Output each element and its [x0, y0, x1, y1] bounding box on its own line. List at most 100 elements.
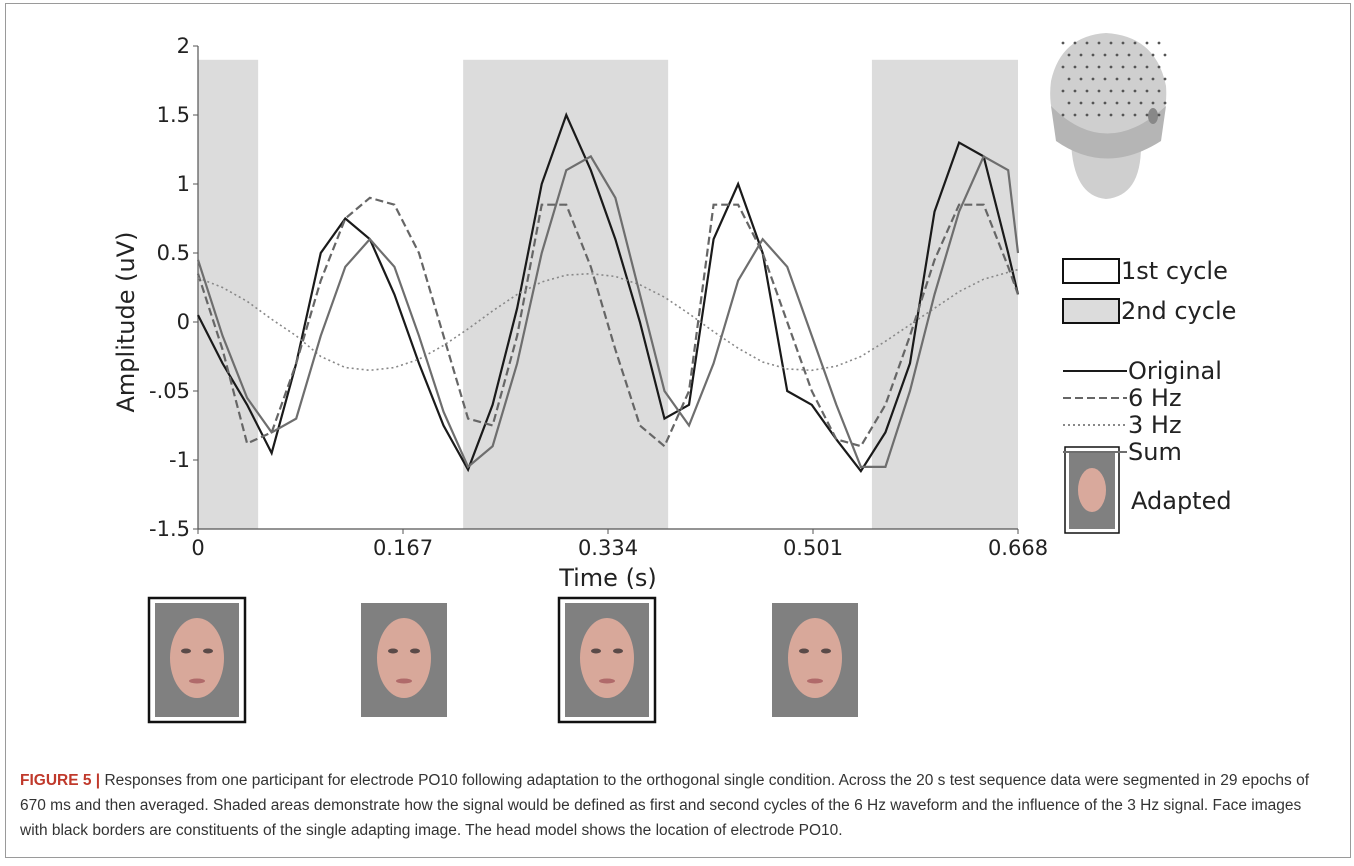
- head-model: [1050, 33, 1167, 199]
- electrode: [1127, 101, 1131, 105]
- electrode: [1133, 65, 1137, 69]
- adapted-label: Adapted: [1131, 487, 1232, 515]
- legend-label: Original: [1128, 357, 1222, 385]
- face-eye: [410, 648, 420, 654]
- electrode: [1085, 113, 1089, 117]
- electrode: [1067, 53, 1071, 57]
- electrode: [1115, 77, 1119, 81]
- electrode: [1121, 65, 1125, 69]
- face: [788, 618, 842, 698]
- electrode: [1115, 101, 1119, 105]
- electrode: [1061, 89, 1065, 93]
- face: [580, 618, 634, 698]
- face-mouth: [807, 678, 823, 684]
- y-tick-label: 1: [177, 172, 190, 196]
- legend-label: 2nd cycle: [1121, 297, 1236, 325]
- face-eye: [388, 648, 398, 654]
- x-axis-label: Time (s): [558, 564, 657, 592]
- electrode: [1115, 53, 1119, 57]
- series-line: [196, 196, 1020, 448]
- electrode: [1097, 41, 1101, 45]
- series-line: [196, 154, 1020, 469]
- series-line: [197, 112, 1020, 473]
- electrode: [1157, 65, 1161, 69]
- face-eye: [203, 648, 213, 654]
- electrode: [1067, 77, 1071, 81]
- electrode: [1145, 65, 1149, 69]
- electrode: [1085, 89, 1089, 93]
- electrode: [1127, 53, 1131, 57]
- electrode: [1091, 77, 1095, 81]
- electrode: [1133, 41, 1137, 45]
- face-mouth: [396, 678, 412, 684]
- electrode: [1127, 77, 1131, 81]
- electrode: [1073, 41, 1077, 45]
- electrode: [1103, 53, 1107, 57]
- x-tick-label: 0.334: [578, 536, 638, 560]
- legend-label: 1st cycle: [1121, 257, 1228, 285]
- electrode: [1163, 101, 1167, 105]
- electrode: [1151, 77, 1155, 81]
- electrode: [1133, 89, 1137, 93]
- electrode: [1139, 53, 1143, 57]
- figure: Amplitude (uV) Time (s) 1st cycle 2nd cy…: [5, 3, 1351, 858]
- electrode: [1061, 41, 1065, 45]
- electrode: [1097, 65, 1101, 69]
- face-eye: [181, 648, 191, 654]
- electrode: [1145, 41, 1149, 45]
- y-tick-label: 1.5: [157, 103, 190, 127]
- legend-swatch: [1062, 298, 1120, 324]
- x-tick-label: 0: [191, 536, 204, 560]
- electrode: [1097, 113, 1101, 117]
- face-eye: [613, 648, 623, 654]
- electrode: [1079, 77, 1083, 81]
- face-mouth: [599, 678, 615, 684]
- electrode: [1103, 77, 1107, 81]
- electrode: [1163, 53, 1167, 57]
- electrode: [1091, 53, 1095, 57]
- electrode: [1139, 77, 1143, 81]
- electrode: [1085, 41, 1089, 45]
- caption-label: FIGURE 5 |: [20, 772, 101, 789]
- electrode: [1109, 89, 1113, 93]
- electrode: [1133, 113, 1137, 117]
- y-tick-label: 2: [177, 34, 190, 58]
- face: [170, 618, 224, 698]
- electrode: [1097, 89, 1101, 93]
- face-eye: [591, 648, 601, 654]
- shaded-region: [871, 59, 1018, 530]
- legend-swatch: [1062, 258, 1120, 284]
- electrode: [1085, 65, 1089, 69]
- legend-label: 3 Hz: [1128, 411, 1182, 439]
- y-axis-label: Amplitude (uV): [112, 232, 140, 413]
- electrode: [1109, 41, 1113, 45]
- electrode: [1121, 113, 1125, 117]
- x-tick-label: 0.501: [783, 536, 843, 560]
- electrode: [1091, 101, 1095, 105]
- face-images: [147, 596, 858, 724]
- x-tick-label: 0.167: [373, 536, 433, 560]
- electrode: [1139, 101, 1143, 105]
- caption: FIGURE 5 | Responses from one participan…: [20, 768, 1330, 843]
- electrode: [1157, 89, 1161, 93]
- electrode: [1121, 89, 1125, 93]
- electrode: [1103, 101, 1107, 105]
- electrode: [1109, 65, 1113, 69]
- electrode: [1073, 89, 1077, 93]
- electrode: [1073, 65, 1077, 69]
- y-tick-label: 0.5: [157, 241, 190, 265]
- electrode: [1109, 113, 1113, 117]
- electrode: [1061, 113, 1065, 117]
- electrode: [1151, 53, 1155, 57]
- face: [377, 618, 431, 698]
- face-eye: [799, 648, 809, 654]
- y-tick-label: 0: [177, 310, 190, 334]
- adapted-face: [1078, 468, 1106, 512]
- legend-label: Sum: [1128, 438, 1182, 466]
- electrode: [1073, 113, 1077, 117]
- shaded-region: [463, 59, 669, 530]
- y-tick-label: -.05: [149, 379, 190, 403]
- electrode: [1157, 41, 1161, 45]
- electrode: [1061, 65, 1065, 69]
- electrode: [1151, 101, 1155, 105]
